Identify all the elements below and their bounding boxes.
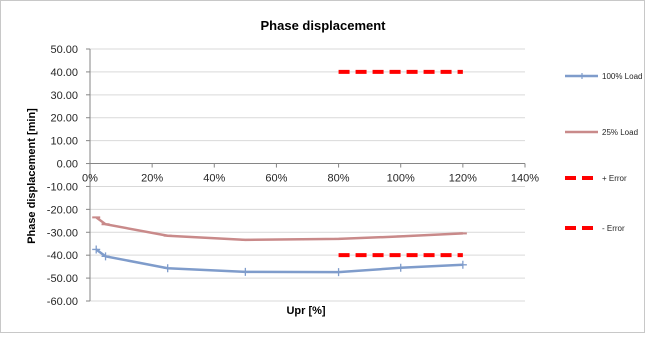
x-tick-label: 40%	[203, 173, 225, 185]
legend-marker	[578, 73, 586, 79]
data-point	[241, 267, 250, 276]
x-tick-label: 80%	[328, 173, 350, 185]
data-point	[396, 263, 405, 272]
x-axis-title: Upr [%]	[286, 305, 325, 317]
legend-label: 100% Load	[602, 72, 642, 81]
series-group	[92, 69, 467, 277]
x-tick-label: 140%	[511, 173, 539, 185]
y-axis-title: Phase displacement [min]	[26, 108, 38, 244]
y-tick-label: -50.00	[47, 273, 78, 285]
x-tick-labels: 0% 20% 40% 60% 80% 100% 120% 140%	[82, 173, 539, 185]
x-tick-label: 0%	[82, 173, 98, 185]
legend-label: - Error	[602, 224, 625, 233]
y-tick-label: 10.00	[50, 136, 78, 148]
data-point	[163, 264, 172, 273]
y-tick-label: -30.00	[47, 227, 78, 239]
axes	[86, 48, 526, 302]
y-tick-label: -20.00	[47, 204, 78, 216]
phase-displacement-chart: Phase displacement 50.00 40.00 30.00 20.00 1…	[26, 18, 642, 317]
x-tick-label: 20%	[141, 173, 163, 185]
y-tick-label: -10.00	[47, 181, 78, 193]
legend: 100% Load 25% Load + Error - Error	[565, 72, 642, 233]
data-point	[92, 245, 101, 254]
series-line-0	[95, 248, 463, 274]
y-tick-label: -40.00	[47, 250, 78, 262]
grid-lines	[90, 48, 525, 302]
data-point	[334, 268, 343, 277]
y-tick-label: 20.00	[50, 113, 78, 125]
legend-label: 25% Load	[602, 128, 638, 137]
y-tick-label: 30.00	[50, 90, 78, 102]
y-tick-labels: 50.00 40.00 30.00 20.00 10.00 0.00 -10.00 -20.0…	[47, 44, 78, 308]
x-tick-label: 100%	[387, 173, 415, 185]
y-tick-label: -60.00	[47, 296, 78, 308]
x-tick-label: 60%	[265, 173, 287, 185]
chart-title: Phase displacement	[261, 18, 387, 33]
series-line-1	[95, 216, 463, 242]
legend-label: + Error	[602, 174, 627, 183]
data-point	[458, 260, 467, 269]
y-tick-label: 40.00	[50, 67, 78, 79]
y-tick-label: 0.00	[57, 159, 78, 171]
data-point	[101, 252, 110, 261]
y-tick-label: 50.00	[50, 44, 78, 56]
x-tick-label: 120%	[449, 173, 477, 185]
